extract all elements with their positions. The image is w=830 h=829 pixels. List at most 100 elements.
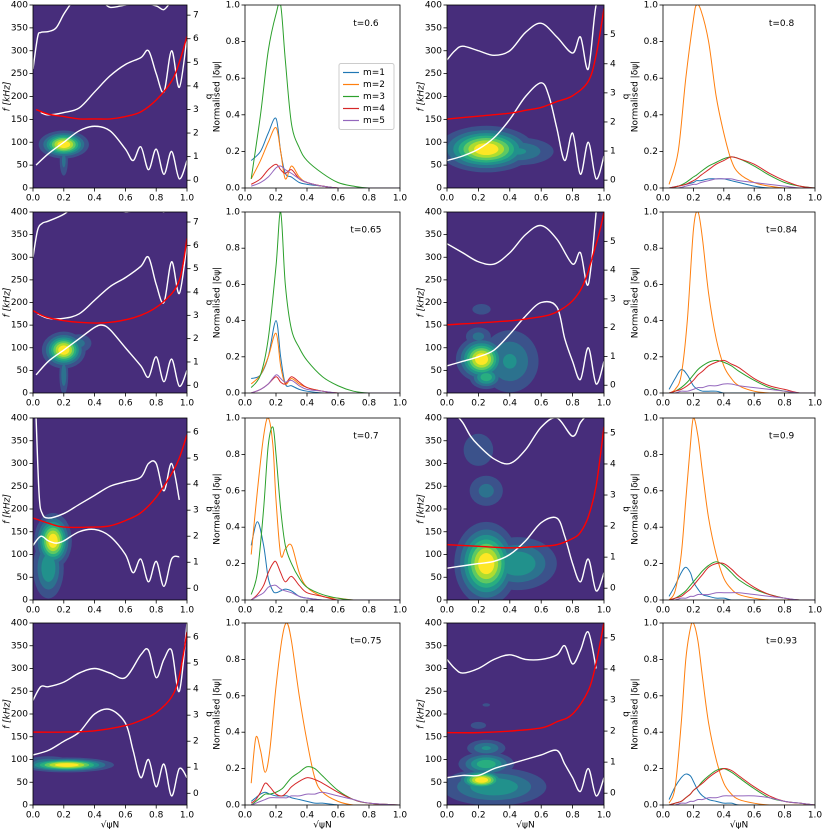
annotation: t=0.75 [350, 637, 381, 647]
x-tick-label: 0.4 [503, 194, 518, 204]
y-tick-label: 250 [11, 69, 28, 79]
y-tick-label: 0.0 [226, 184, 241, 194]
y2-tick-label: 4 [610, 59, 616, 69]
series-line [35, 324, 187, 387]
series-line [251, 791, 400, 805]
x-tick-label: 0.8 [362, 606, 377, 616]
y-tick-label: 0.4 [226, 110, 241, 120]
series-line [250, 623, 400, 805]
y-tick-label: 0.6 [226, 74, 241, 84]
panel [447, 418, 604, 600]
x-tick-label: 0.2 [269, 606, 283, 616]
y-tick-label: 0.6 [644, 280, 659, 290]
y2-tick-label: 3 [193, 105, 199, 115]
y2-tick-label: 1 [193, 763, 199, 773]
y-tick-label: 250 [425, 69, 442, 79]
y-tick-label: 50 [431, 778, 443, 788]
y2-tick-label: 3 [610, 294, 616, 304]
series-line [447, 8, 604, 120]
panel [33, 5, 187, 188]
series-line [251, 165, 400, 188]
y-tick-label: 150 [11, 321, 28, 331]
contour-level [480, 373, 492, 382]
series-line [250, 584, 400, 600]
y-tick-label: 250 [11, 482, 28, 492]
series-line [668, 623, 815, 805]
x-tick-label: 0.2 [269, 811, 283, 821]
y-tick-label: 300 [425, 46, 442, 56]
y-tick-label: 0.8 [644, 244, 659, 254]
y2-tick-label: 1 [610, 147, 616, 157]
y-tick-label: 0.2 [644, 764, 658, 774]
legend: m=1 m=2 m=3 m=4 m=5 [338, 63, 395, 130]
series-line [458, 418, 586, 465]
y2-tick-label: 0 [610, 789, 616, 799]
y2-axis-label: q [622, 94, 632, 100]
y-tick-label: 0.6 [644, 74, 659, 84]
x-tick-label: 0.8 [565, 606, 580, 616]
axes-frame [244, 417, 401, 601]
x-tick-label: 0.2 [686, 399, 700, 409]
y2-tick-label: 3 [193, 506, 199, 516]
x-tick-label: 0.4 [717, 194, 732, 204]
y2-axis-label: q [205, 506, 215, 512]
y-tick-label: 350 [11, 641, 28, 651]
x-tick-label: 1.0 [597, 194, 612, 204]
y-tick-label: 400 [425, 414, 442, 424]
x-tick-label: 1.0 [808, 399, 823, 409]
x-tick-label: 0.8 [777, 194, 792, 204]
y-tick-label: 300 [11, 46, 28, 56]
y-tick-label: 1.0 [644, 414, 659, 424]
annotation: t=0.93 [766, 637, 797, 647]
series-line [250, 766, 400, 805]
panel [447, 5, 604, 188]
legend-label: m=4 [363, 104, 385, 114]
y-axis-label: Normalised |δψ| [213, 61, 223, 132]
x-tick-label: 0.4 [503, 399, 518, 409]
y-axis-label: Normalised |δψ| [213, 267, 223, 338]
x-tick-label: 0.4 [87, 194, 102, 204]
y-tick-label: 100 [11, 550, 28, 560]
y2-axis-label: q [205, 711, 215, 717]
y-tick-label: 400 [11, 414, 28, 424]
x-tick-label: 0.4 [717, 811, 732, 821]
contour-level [41, 554, 56, 582]
y-tick-label: 200 [11, 92, 28, 102]
y-axis-label: f [kHz] [417, 287, 427, 317]
y-tick-label: 1.0 [644, 619, 659, 629]
y-tick-label: 0 [22, 596, 28, 606]
y-tick-label: 100 [425, 550, 442, 560]
x-axis-label: √ψN [313, 820, 331, 829]
y2-axis-label: q [622, 506, 632, 512]
series-line [447, 300, 604, 385]
y-tick-label: 0.0 [644, 184, 659, 194]
x-tick-label: 0.0 [656, 399, 671, 409]
x-tick-label: 0.2 [57, 194, 71, 204]
y-tick-label: 50 [431, 366, 443, 376]
legend-label: m=3 [363, 92, 385, 102]
series-line [251, 374, 400, 393]
panel [33, 212, 187, 393]
y2-tick-label: 0 [193, 789, 199, 799]
x-tick-label: 0.6 [118, 811, 133, 821]
y-tick-label: 200 [425, 92, 442, 102]
y-tick-label: 0.4 [226, 523, 241, 533]
y2-tick-label: 2 [610, 117, 616, 127]
y2-tick-label: 5 [610, 237, 616, 247]
y-tick-label: 50 [431, 161, 443, 171]
x-tick-label: 0.0 [26, 811, 41, 821]
contour-level [475, 353, 489, 365]
contour-level [482, 703, 491, 707]
x-tick-label: 1.0 [808, 811, 823, 821]
y-tick-label: 350 [425, 23, 442, 33]
y-tick-label: 150 [425, 321, 442, 331]
y2-tick-label: 6 [193, 633, 199, 643]
y-axis-label: Normalised |δψ| [631, 473, 641, 544]
x-tick-label: 0.4 [87, 606, 102, 616]
x-tick-label: 0.0 [656, 194, 671, 204]
y-axis-label: Normalised |δψ| [631, 267, 641, 338]
contour-level [476, 759, 496, 769]
x-tick-label: 1.0 [393, 606, 408, 616]
panel [250, 418, 400, 600]
x-tick-label: 0.6 [331, 606, 346, 616]
